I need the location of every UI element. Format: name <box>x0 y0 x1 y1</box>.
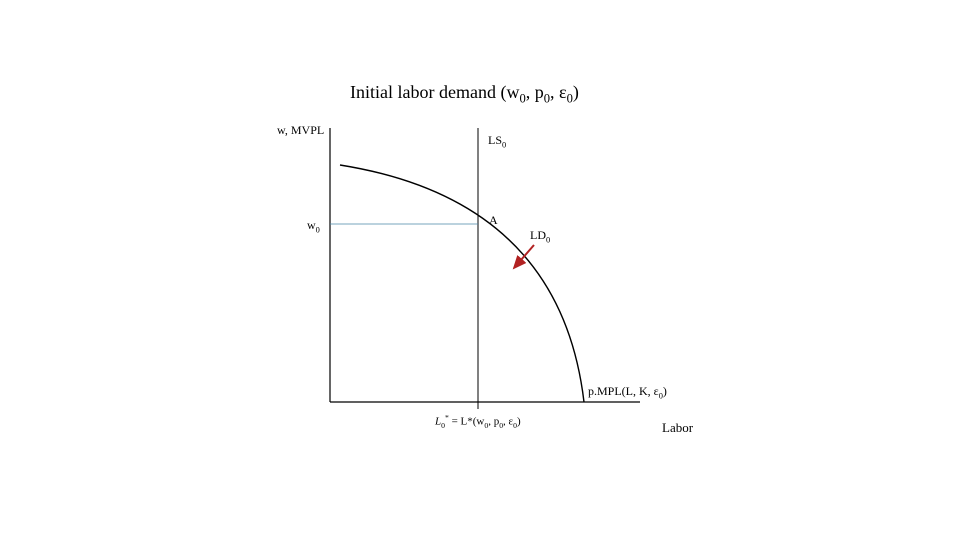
label-LS0: LS0 <box>488 133 506 148</box>
y-axis-label: w, MVPL <box>277 123 324 138</box>
chart-title: Initial labor demand (w0, p0, ε0) <box>350 82 579 103</box>
diagram-canvas: Initial labor demand (w0, p0, ε0) w, MVP… <box>0 0 960 540</box>
label-LD0: LD0 <box>530 228 550 243</box>
labor-demand-curve <box>340 165 584 402</box>
label-point-A: A <box>489 213 498 228</box>
diagram-svg <box>0 0 960 540</box>
label-curve-pMPL: p.MPL(L, K, ε0) <box>588 384 667 399</box>
label-w0: w0 <box>307 218 320 233</box>
x-axis-label: Labor <box>662 420 693 436</box>
label-L0-star: L0* = L*(w0, p0, ε0) <box>435 413 521 428</box>
